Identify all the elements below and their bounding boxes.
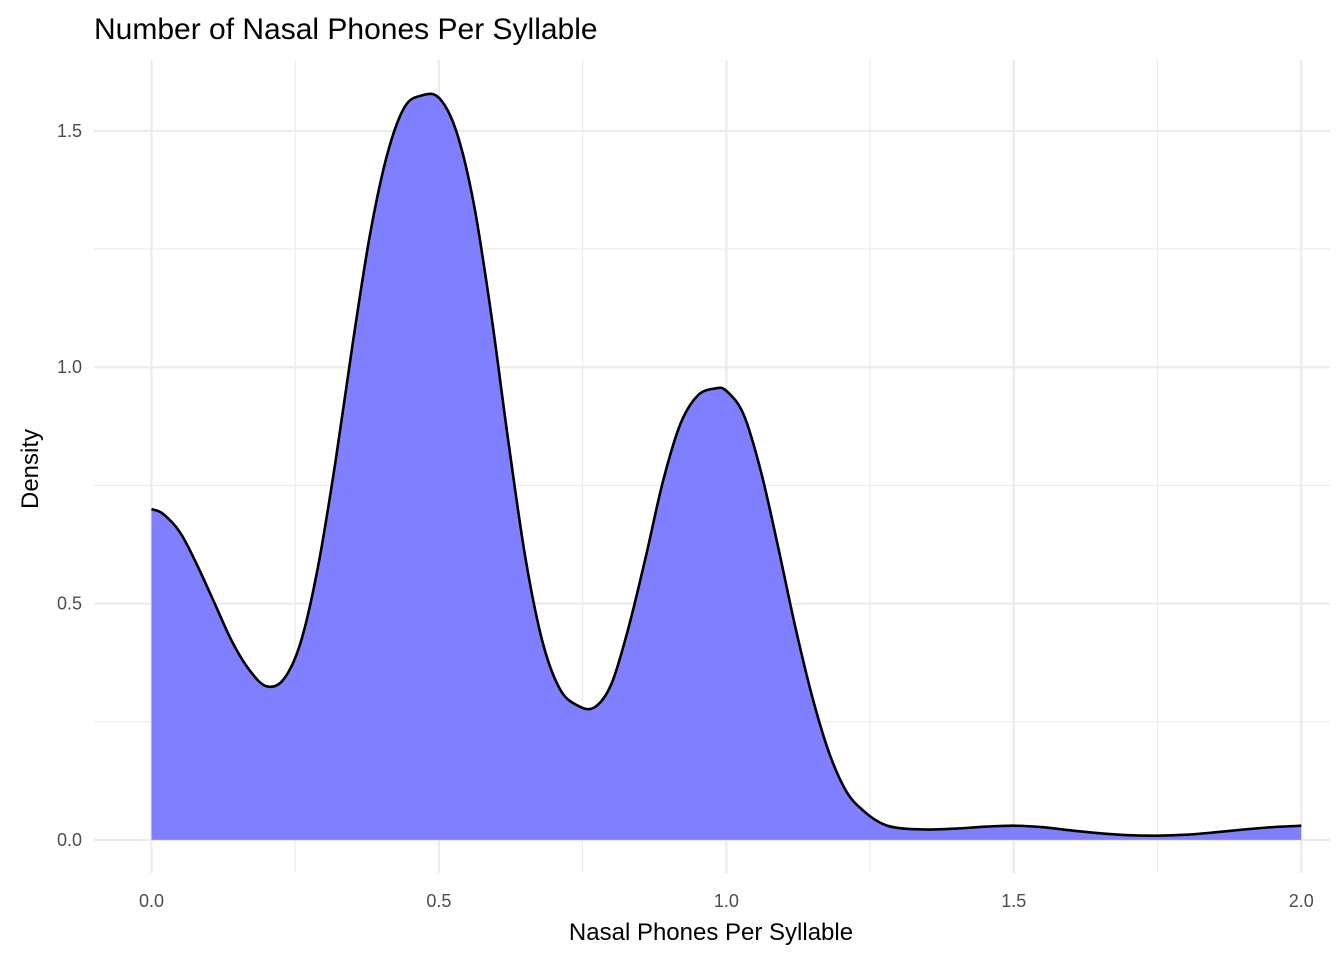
x-axis-title: Nasal Phones Per Syllable: [569, 919, 853, 946]
x-tick-labels: 0.0 0.5 1.0 1.5 2.0: [139, 891, 1314, 911]
density-line: [150, 92, 1302, 837]
x-tick-label-4: 2.0: [1289, 891, 1314, 911]
y-tick-label-3: 1.5: [57, 121, 82, 141]
x-tick-label-3: 1.5: [1001, 891, 1026, 911]
density-area: [151, 93, 1302, 840]
y-tick-label-0: 0.0: [57, 830, 82, 850]
y-tick-labels: 0.0 0.5 1.0 1.5: [57, 121, 82, 850]
chart-title: Number of Nasal Phones Per Syllable: [94, 13, 598, 46]
x-tick-label-2: 1.0: [714, 891, 739, 911]
y-tick-label-1: 0.5: [57, 594, 82, 614]
x-tick-label-1: 0.5: [426, 891, 451, 911]
x-tick-label-0: 0.0: [139, 891, 164, 911]
y-axis-title: Density: [17, 429, 44, 509]
y-tick-label-2: 1.0: [57, 357, 82, 377]
